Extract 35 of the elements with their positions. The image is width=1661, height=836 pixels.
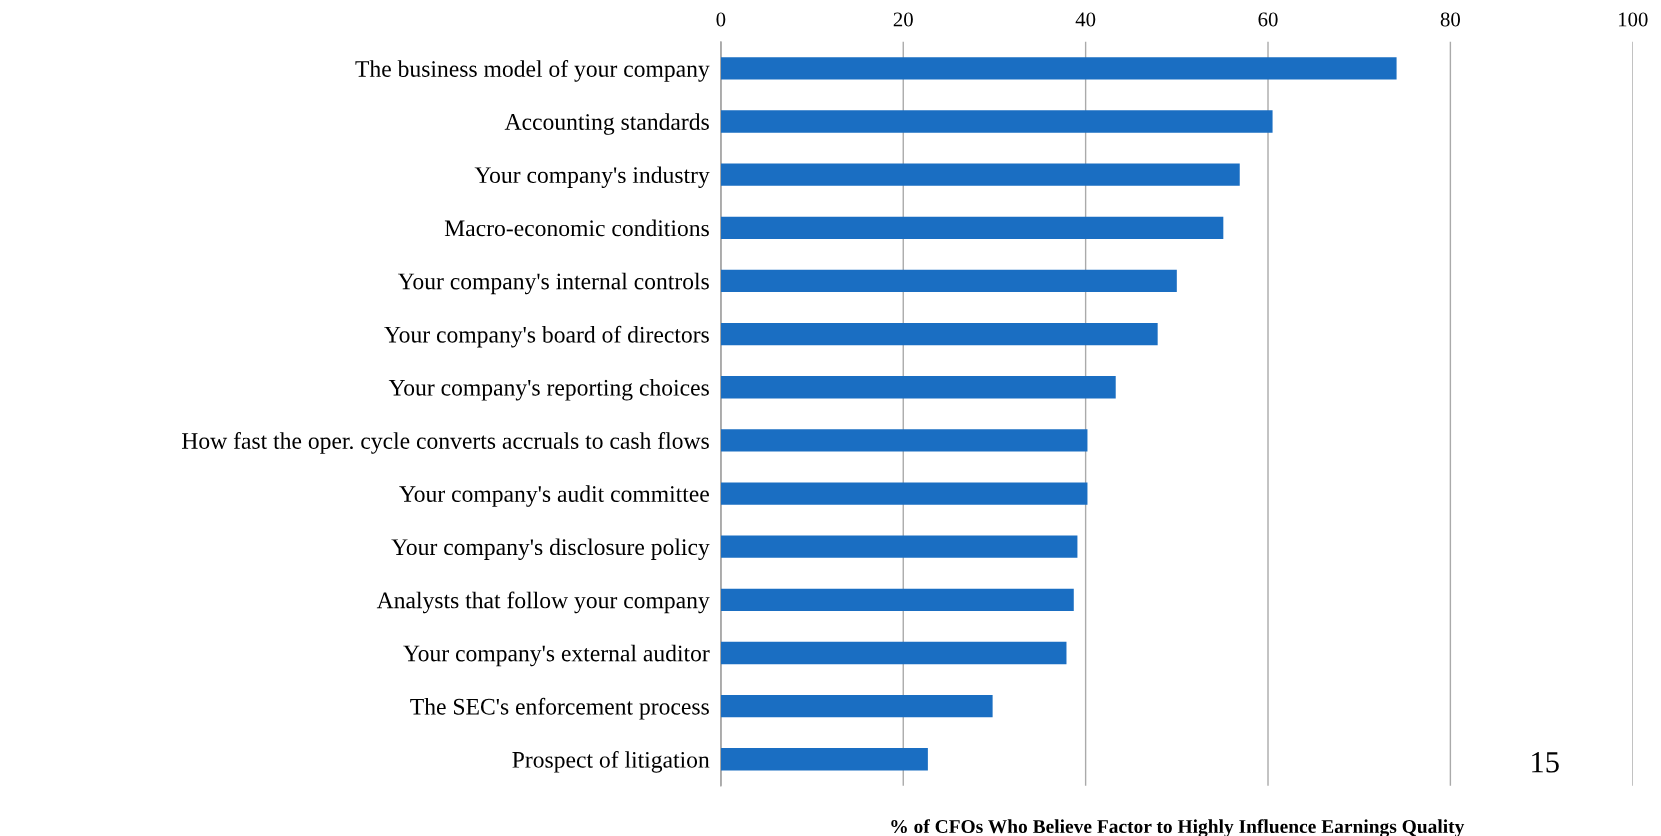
y-tick-label: Your company's industry bbox=[474, 166, 710, 188]
bar bbox=[720, 57, 1397, 80]
y-tick-label: Your company's reporting choices bbox=[388, 379, 709, 401]
bar bbox=[720, 429, 1088, 452]
y-tick-label: The SEC's enforcement process bbox=[410, 697, 709, 720]
bar bbox=[720, 641, 1067, 665]
y-tick-label: Your company's board of directors bbox=[384, 325, 709, 348]
y-tick-label: Your company's disclosure policy bbox=[391, 538, 710, 560]
bar bbox=[720, 110, 1273, 133]
annotation: 15 bbox=[1532, 752, 1559, 773]
bar bbox=[720, 588, 1074, 611]
y-tick-label: Analysts that follow your company bbox=[376, 591, 710, 614]
bar bbox=[720, 376, 1116, 399]
x-tick-label: 0 bbox=[716, 12, 726, 27]
x-tick-label: 80 bbox=[1440, 12, 1461, 27]
bar bbox=[720, 535, 1078, 558]
y-tick-label: Accounting standards bbox=[504, 113, 709, 135]
bar bbox=[720, 163, 1240, 186]
x-tick-label: 100 bbox=[1618, 12, 1648, 27]
y-tick-label: Prospect of litigation bbox=[512, 750, 710, 773]
y-tick-label: Your company's audit committee bbox=[399, 485, 709, 507]
y-tick-label: How fast the oper. cycle converts accruals to cash flows bbox=[181, 432, 709, 454]
y-tick-label: Your company's internal controls bbox=[397, 272, 709, 295]
x-tick-label: 20 bbox=[893, 12, 913, 27]
y-tick-label: Your company's external auditor bbox=[403, 644, 710, 667]
bar bbox=[720, 269, 1177, 293]
x-tick-label: 60 bbox=[1258, 12, 1278, 27]
y-tick-label: The business model of your company bbox=[355, 60, 710, 82]
bar bbox=[720, 216, 1224, 239]
bar bbox=[720, 482, 1088, 505]
x-tick-label: 40 bbox=[1075, 12, 1096, 27]
bar bbox=[720, 694, 993, 718]
y-tick-label: Macro-economic conditions bbox=[444, 219, 709, 237]
bar bbox=[720, 322, 1158, 346]
bar bbox=[720, 748, 928, 771]
